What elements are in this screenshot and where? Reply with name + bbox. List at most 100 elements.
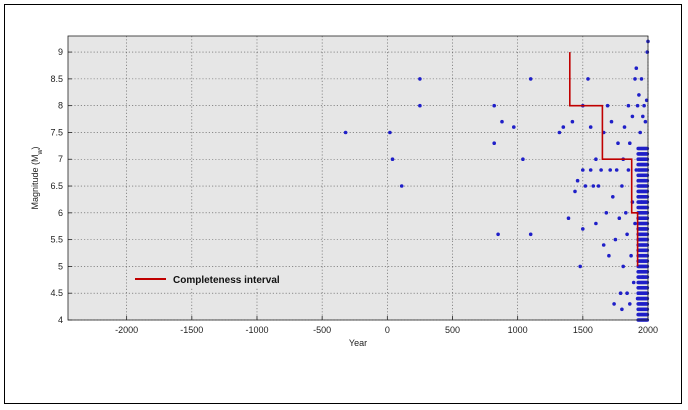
x-tick-label: -500 [313,325,331,335]
y-tick-label: 8.5 [50,74,63,84]
data-point [642,103,646,108]
data-point [644,248,648,253]
y-axis-title: Magnitude (Mw) [30,146,44,209]
data-point [634,66,639,70]
data-point [645,200,650,204]
x-tick-label: 1000 [508,325,528,335]
data-point [645,227,650,231]
data-point [645,216,650,220]
data-point [644,98,649,103]
data-point [500,119,504,124]
y-tick-label: 7.5 [50,127,63,137]
data-point [492,103,497,108]
data-point [643,119,648,124]
data-point [626,168,631,172]
data-point [645,232,650,237]
x-tick-label: 2000 [638,325,658,335]
y-tick-label: 4 [58,315,63,325]
data-point [604,211,609,215]
data-point [637,93,641,97]
data-point [617,216,622,220]
data-point [570,119,575,124]
data-point [614,168,619,172]
data-point [633,221,637,226]
data-point [639,77,644,81]
data-point [609,119,614,124]
y-axis-title-subscript: w [37,149,44,156]
data-point [645,237,650,242]
data-point [594,157,598,161]
data-point [635,296,640,301]
data-point [399,184,404,188]
data-point [645,264,650,269]
data-point [642,178,646,183]
data-point [625,232,629,237]
data-point [612,302,616,306]
data-point [645,307,650,312]
data-point [645,162,650,167]
data-point [641,114,645,119]
data-point [645,286,650,290]
data-point [630,114,635,119]
data-point [645,50,650,54]
data-point [624,211,628,215]
data-point [528,232,533,237]
data-point [566,216,571,220]
data-point [613,237,618,242]
y-tick-label: 9 [58,47,63,57]
y-tick-label: 8 [58,101,63,111]
y-tick-label: 7 [58,154,63,164]
data-point [591,184,596,188]
data-point [616,141,620,145]
data-point [608,168,612,172]
legend: Completeness interval [128,268,280,288]
data-point [625,291,629,296]
data-point [645,270,650,274]
x-tick-label: 0 [385,325,390,335]
y-tick-label: 5 [58,261,63,271]
data-point [605,103,610,108]
data-point [596,184,601,188]
data-point [588,125,593,129]
x-tick-label: 500 [445,325,460,335]
data-point [492,141,497,145]
data-point [599,168,603,172]
data-point [512,125,516,129]
data-point [573,189,577,194]
data-point [638,130,642,135]
data-point [645,184,650,188]
data-point [638,232,642,237]
x-tick-label: -2000 [115,325,138,335]
data-point [628,302,632,306]
data-point [645,259,650,263]
data-point [645,291,650,296]
axis-layer: -2000 -1500 -1000 -500 0 500 1000 1500 2000 4 4.5 5… [50,47,658,335]
data-point [620,184,624,188]
data-point [611,195,615,199]
data-point [521,157,525,161]
x-tick-label: 1500 [573,325,593,335]
x-tick-label: -1500 [180,325,203,335]
data-point [645,146,650,151]
plot-border [67,35,649,321]
data-point [561,125,566,129]
data-point [620,307,624,312]
data-point [645,302,650,306]
completeness-line [568,52,639,267]
data-point [418,77,422,81]
data-point [629,253,633,258]
data-point [645,296,650,301]
data-point [388,130,392,135]
y-tick-label: 6 [58,208,63,218]
data-point [645,152,650,156]
y-axis-title-suffix: ) [30,146,40,149]
data-point [645,253,650,258]
data-point [631,280,636,285]
data-point [586,77,590,81]
data-point [645,205,650,210]
data-point [557,130,562,135]
data-point [618,291,623,296]
data-point [418,103,422,108]
data-point [594,221,598,226]
